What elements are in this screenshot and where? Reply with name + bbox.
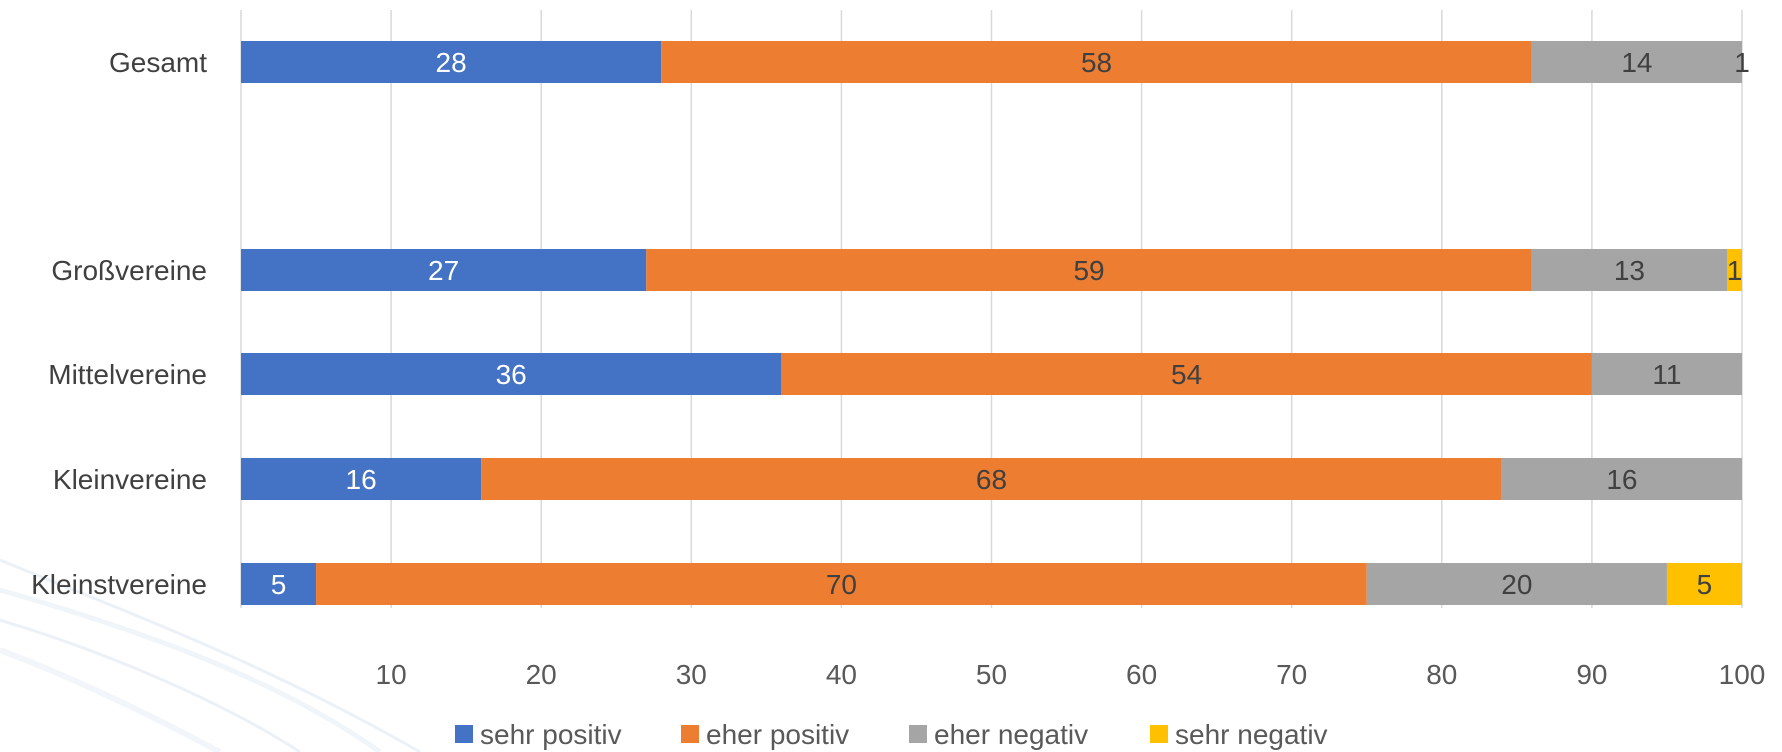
- x-tick-label: 70: [1276, 659, 1307, 690]
- data-label: 59: [1073, 255, 1104, 286]
- x-tick-label: 90: [1576, 659, 1607, 690]
- bar-segment: [1531, 249, 1727, 291]
- data-label: 68: [976, 464, 1007, 495]
- bar-segment: [1501, 458, 1742, 500]
- bar-segment: [241, 41, 662, 83]
- data-labels: 28 58 14 1 27 59 13 1 36 54 11 16 68 16 5 70 20 5: [271, 47, 1750, 600]
- x-tick-labels: 10 20 30 40 50 60 70 80 90 100: [376, 659, 1766, 690]
- bar-segment: [1366, 563, 1667, 605]
- bar-segment: [1531, 41, 1742, 83]
- data-label: 1: [1734, 47, 1750, 78]
- data-label: 14: [1621, 47, 1652, 78]
- category-label: Kleinstvereine: [31, 569, 207, 600]
- legend-swatch: [1150, 725, 1168, 743]
- x-tick-label: 20: [526, 659, 557, 690]
- bar-segment: [1726, 249, 1742, 291]
- legend-label: eher positiv: [706, 719, 849, 750]
- category-label: Gesamt: [109, 47, 207, 78]
- data-label: 5: [271, 569, 287, 600]
- legend-item: sehr positiv: [455, 719, 622, 750]
- legend-swatch: [681, 725, 699, 743]
- legend-label: sehr positiv: [480, 719, 622, 750]
- data-label: 5: [1697, 569, 1713, 600]
- category-label: Kleinvereine: [53, 464, 207, 495]
- category-label: Großvereine: [51, 255, 207, 286]
- data-label: 36: [496, 359, 527, 390]
- x-tick-label: 60: [1126, 659, 1157, 690]
- legend-item: eher negativ: [909, 719, 1088, 750]
- x-tick-label: 80: [1426, 659, 1457, 690]
- bar-segment: [241, 563, 317, 605]
- bar-segment: [1666, 563, 1742, 605]
- data-label: 16: [346, 464, 377, 495]
- x-tick-label: 50: [976, 659, 1007, 690]
- bar-segment: [661, 41, 1532, 83]
- bar-segment: [316, 563, 1367, 605]
- data-label: 16: [1606, 464, 1637, 495]
- x-tick-label: 10: [376, 659, 407, 690]
- x-tick-label: 100: [1719, 659, 1766, 690]
- legend-swatch: [909, 725, 927, 743]
- data-label: 13: [1614, 255, 1645, 286]
- bars: [241, 41, 1742, 605]
- grid-lines: [240, 10, 1743, 608]
- legend-item: eher positiv: [681, 719, 849, 750]
- bar-segment: [1591, 353, 1742, 395]
- category-labels: Gesamt Großvereine Mittelvereine Kleinverei…: [31, 47, 207, 600]
- data-label: 1: [1727, 255, 1743, 286]
- bar-segment: [241, 353, 782, 395]
- data-label: 70: [826, 569, 857, 600]
- legend-label: sehr negativ: [1175, 719, 1328, 750]
- data-label: 54: [1171, 359, 1202, 390]
- data-label: 58: [1081, 47, 1112, 78]
- legend-item: sehr negativ: [1150, 719, 1328, 750]
- x-tick-label: 40: [826, 659, 857, 690]
- data-label: 11: [1652, 359, 1681, 390]
- bar-segment: [781, 353, 1592, 395]
- category-label: Mittelvereine: [48, 359, 207, 390]
- bar-segment: [481, 458, 1502, 500]
- bar-segment: [241, 249, 647, 291]
- legend-swatch: [455, 725, 473, 743]
- data-label: 28: [436, 47, 467, 78]
- data-label: 27: [428, 255, 459, 286]
- legend-label: eher negativ: [934, 719, 1088, 750]
- data-label: 20: [1501, 569, 1532, 600]
- legend: sehr positiv eher positiv eher negativ sehr…: [455, 719, 1328, 750]
- x-tick-label: 30: [676, 659, 707, 690]
- bar-segment: [241, 458, 482, 500]
- bar-segment: [646, 249, 1532, 291]
- background-swoosh-decoration: [0, 558, 421, 752]
